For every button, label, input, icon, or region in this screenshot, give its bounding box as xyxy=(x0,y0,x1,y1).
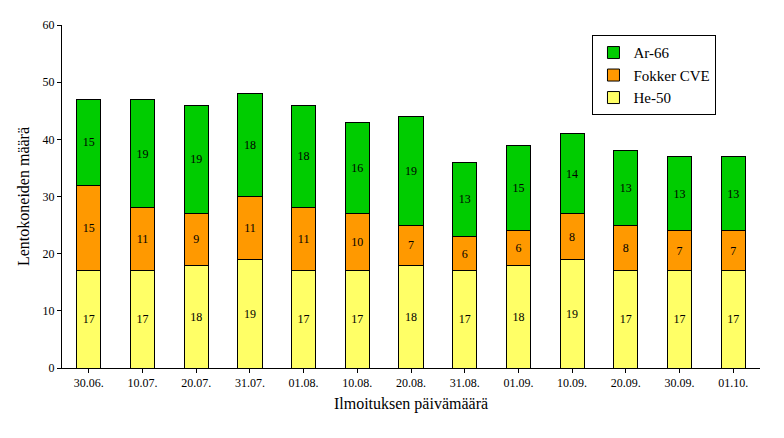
svg-text:8: 8 xyxy=(623,241,629,255)
svg-text:8: 8 xyxy=(569,230,575,244)
svg-text:6: 6 xyxy=(462,247,468,261)
svg-text:01.08.: 01.08. xyxy=(289,376,319,390)
svg-text:01.09.: 01.09. xyxy=(503,376,533,390)
svg-text:11: 11 xyxy=(298,232,310,246)
svg-text:Fokker CVE: Fokker CVE xyxy=(633,68,709,84)
svg-text:50: 50 xyxy=(43,75,55,89)
svg-text:20.07.: 20.07. xyxy=(181,376,211,390)
svg-text:17: 17 xyxy=(727,312,739,326)
svg-text:0: 0 xyxy=(49,361,55,375)
svg-text:He-50: He-50 xyxy=(633,90,671,106)
svg-text:16: 16 xyxy=(351,161,363,175)
svg-text:17: 17 xyxy=(620,312,632,326)
svg-text:30.06.: 30.06. xyxy=(74,376,104,390)
svg-text:17: 17 xyxy=(459,312,471,326)
svg-text:17: 17 xyxy=(351,312,363,326)
svg-text:17: 17 xyxy=(83,312,95,326)
svg-text:18: 18 xyxy=(405,310,417,324)
svg-text:18: 18 xyxy=(244,138,256,152)
svg-text:Ilmoituksen päivämäärä: Ilmoituksen päivämäärä xyxy=(334,395,488,413)
svg-text:9: 9 xyxy=(193,232,199,246)
svg-text:17: 17 xyxy=(298,312,310,326)
svg-text:Ar-66: Ar-66 xyxy=(633,45,669,61)
svg-text:13: 13 xyxy=(620,181,632,195)
svg-text:10: 10 xyxy=(351,235,363,249)
svg-text:17: 17 xyxy=(673,312,685,326)
svg-text:13: 13 xyxy=(673,187,685,201)
svg-text:10.08.: 10.08. xyxy=(342,376,372,390)
svg-text:10.07.: 10.07. xyxy=(128,376,158,390)
svg-text:14: 14 xyxy=(566,167,578,181)
svg-text:18: 18 xyxy=(298,149,310,163)
svg-text:30: 30 xyxy=(43,190,55,204)
svg-text:7: 7 xyxy=(408,238,414,252)
svg-text:19: 19 xyxy=(405,164,417,178)
svg-text:10.09.: 10.09. xyxy=(557,376,587,390)
svg-text:40: 40 xyxy=(43,133,55,147)
svg-text:31.08.: 31.08. xyxy=(450,376,480,390)
svg-text:18: 18 xyxy=(190,310,202,324)
svg-text:20.09.: 20.09. xyxy=(611,376,641,390)
svg-text:20.08.: 20.08. xyxy=(396,376,426,390)
svg-text:01.10.: 01.10. xyxy=(718,376,748,390)
svg-text:60: 60 xyxy=(43,18,55,32)
svg-text:15: 15 xyxy=(512,181,524,195)
svg-text:19: 19 xyxy=(190,152,202,166)
svg-text:19: 19 xyxy=(566,307,578,321)
svg-text:11: 11 xyxy=(137,232,149,246)
svg-text:19: 19 xyxy=(244,307,256,321)
svg-text:10: 10 xyxy=(43,304,55,318)
svg-text:7: 7 xyxy=(730,244,736,258)
svg-text:7: 7 xyxy=(676,244,682,258)
svg-text:20: 20 xyxy=(43,247,55,261)
svg-text:19: 19 xyxy=(137,147,149,161)
svg-text:15: 15 xyxy=(83,221,95,235)
svg-text:13: 13 xyxy=(459,192,471,206)
svg-text:6: 6 xyxy=(515,241,521,255)
svg-text:11: 11 xyxy=(244,221,256,235)
svg-text:18: 18 xyxy=(512,310,524,324)
svg-text:13: 13 xyxy=(727,187,739,201)
svg-text:31.07.: 31.07. xyxy=(235,376,265,390)
svg-text:Lentokoneiden määrä: Lentokoneiden määrä xyxy=(15,127,32,266)
svg-text:17: 17 xyxy=(137,312,149,326)
svg-text:30.09.: 30.09. xyxy=(664,376,694,390)
svg-text:15: 15 xyxy=(83,135,95,149)
